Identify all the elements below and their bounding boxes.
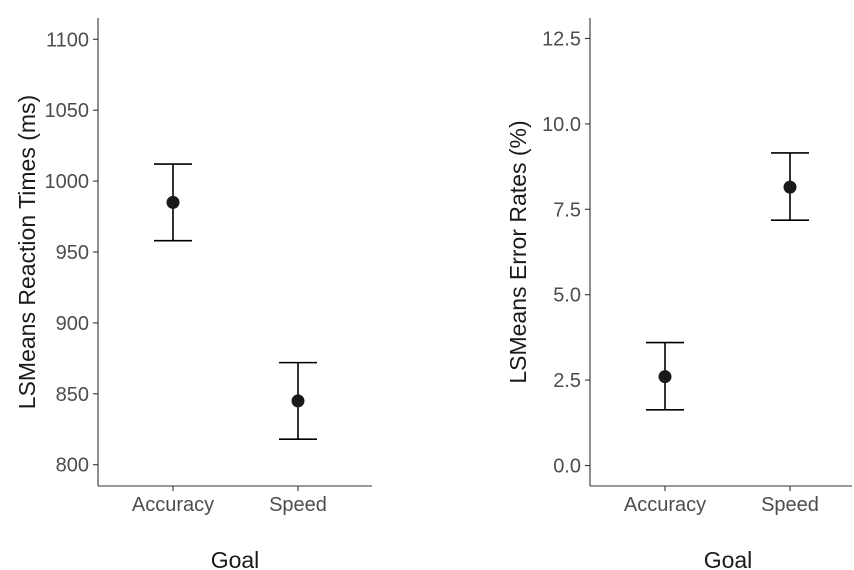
x-tick-label: Accuracy <box>132 494 214 516</box>
y-tick-label: 1100 <box>46 29 89 51</box>
y-tick-label: 800 <box>56 455 89 477</box>
y-tick-label: 900 <box>56 313 89 335</box>
y-tick-label: 1050 <box>45 100 90 122</box>
reaction-times-panel: 800 850 900 950 1000 1050 1100 Accuracy Speed LSM… <box>14 18 372 570</box>
x-axis-title: Goal <box>211 547 260 570</box>
y-tick-label: 950 <box>56 242 89 264</box>
data-point-speed <box>783 180 797 194</box>
data-point-accuracy <box>166 195 180 209</box>
data-point-accuracy <box>658 370 672 384</box>
x-axis-title: Goal <box>704 547 753 570</box>
x-tick-label: Speed <box>269 494 327 516</box>
y-tick-label: 2.5 <box>553 370 581 392</box>
y-axis-title: LSMeans Reaction Times (ms) <box>14 95 40 409</box>
y-tick-label: 5.0 <box>553 285 581 307</box>
y-tick-label: 0.0 <box>553 456 581 478</box>
error-rates-panel: 0.0 2.5 5.0 7.5 10.0 12.5 Accuracy Speed LSMeans… <box>505 18 852 570</box>
y-tick-label: 1000 <box>45 171 90 193</box>
x-tick-label: Speed <box>761 494 819 516</box>
x-tick-label: Accuracy <box>624 494 706 516</box>
y-axis-title: LSMeans Error Rates (%) <box>505 120 531 383</box>
y-tick-label: 12.5 <box>542 28 581 50</box>
y-tick-label: 7.5 <box>553 199 581 221</box>
data-point-speed <box>291 394 305 408</box>
y-tick-label: 850 <box>56 384 89 406</box>
y-tick-label: 10.0 <box>542 114 581 136</box>
